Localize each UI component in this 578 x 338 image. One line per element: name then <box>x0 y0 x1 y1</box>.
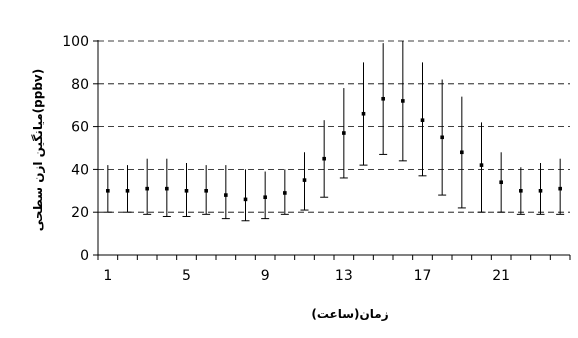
mean-point <box>106 189 110 193</box>
mean-point <box>204 189 208 193</box>
mean-point <box>342 131 346 135</box>
mean-point <box>558 186 562 191</box>
mean-point <box>499 180 503 185</box>
mean-point <box>243 197 248 202</box>
y-axis-title: میانگین ازن سطحی(ppbv) <box>31 69 45 231</box>
mean-point <box>283 191 287 195</box>
x-tick-labels: 1 5 9 13 17 21 <box>103 268 510 284</box>
axes <box>93 40 571 260</box>
mean-point <box>224 193 228 197</box>
x-tick-label: 21 <box>492 268 510 284</box>
x-tick-label: 1 <box>103 268 112 284</box>
y-tick-label: 100 <box>62 34 89 50</box>
mean-point <box>145 186 149 191</box>
x-tick-label: 13 <box>335 268 353 284</box>
mean-point <box>184 189 189 193</box>
mean-point <box>538 189 543 193</box>
x-axis-title: زمان(ساعت) <box>311 307 388 321</box>
y-tick-label: 20 <box>71 205 89 221</box>
mean-point <box>519 189 523 193</box>
mean-point <box>302 178 307 182</box>
mean-point <box>460 150 464 155</box>
mean-points <box>106 96 562 202</box>
gridlines <box>98 40 570 213</box>
y-tick-label: 40 <box>71 162 89 178</box>
mean-point <box>125 189 130 193</box>
y-tick-label: 60 <box>71 120 89 136</box>
mean-point <box>361 111 366 116</box>
x-tick-label: 17 <box>414 268 432 284</box>
y-tick-labels: 0 20 40 60 80 100 <box>62 34 89 264</box>
mean-point <box>420 118 425 122</box>
y-tick-label: 80 <box>71 77 89 93</box>
mean-point <box>322 156 326 161</box>
mean-point <box>263 195 267 200</box>
mean-point <box>479 163 484 167</box>
x-tick-label: 5 <box>182 268 191 284</box>
x-tick-label: 9 <box>261 268 270 284</box>
mean-point <box>165 186 169 191</box>
y-tick-label: 0 <box>80 248 89 264</box>
mean-point <box>440 135 444 140</box>
mean-point <box>381 96 385 101</box>
mean-point <box>401 99 405 103</box>
